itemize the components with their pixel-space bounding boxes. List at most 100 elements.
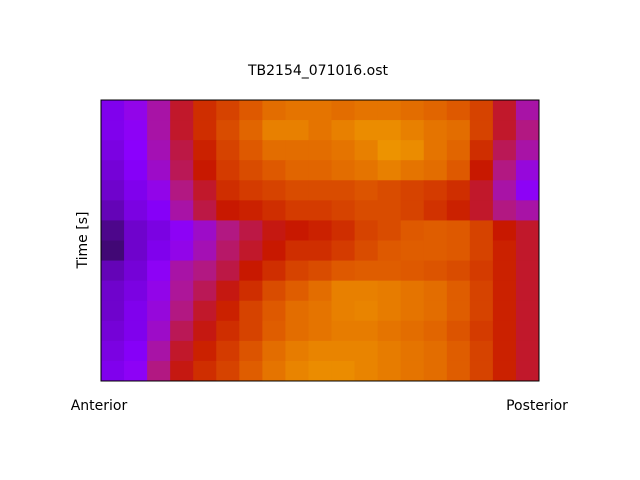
heatmap-cell [515, 180, 540, 201]
heatmap-cell [170, 260, 194, 282]
heatmap-cell [423, 260, 448, 282]
heatmap-cell [308, 300, 333, 322]
heatmap-cell [170, 180, 194, 201]
heatmap-cell [446, 100, 471, 121]
heatmap-cell [377, 260, 402, 282]
heatmap-cell [262, 180, 286, 201]
heatmap-cell [492, 280, 517, 302]
heatmap-cell [101, 220, 125, 241]
heatmap-cell [446, 240, 471, 262]
heatmap-cell [193, 200, 217, 221]
heatmap-cell [170, 320, 194, 342]
heatmap-cell [308, 360, 333, 382]
heatmap-cell [101, 280, 125, 302]
heatmap-cell [354, 260, 379, 282]
heatmap-cell [124, 340, 148, 362]
heatmap-cell [423, 160, 448, 181]
heatmap-cell [285, 320, 309, 342]
heatmap-cell [239, 220, 263, 241]
heatmap-cell [377, 160, 402, 181]
heatmap-cell [377, 200, 402, 221]
heatmap-cell [147, 320, 171, 342]
heatmap-cell [308, 100, 333, 121]
heatmap-cell [285, 180, 309, 201]
heatmap-cell [216, 160, 240, 181]
heatmap-cell [492, 140, 517, 161]
heatmap-cell [515, 220, 540, 241]
heatmap-cell [308, 120, 333, 141]
heatmap-cell [193, 260, 217, 282]
heatmap-cell [492, 360, 517, 382]
heatmap-cell [124, 240, 148, 262]
heatmap-cell [400, 120, 425, 141]
heatmap-cell [354, 360, 379, 382]
heatmap-cell [216, 360, 240, 382]
heatmap-cell [331, 140, 356, 161]
heatmap-cell [262, 120, 286, 141]
heatmap-cell [147, 160, 171, 181]
heatmap-cell [515, 360, 540, 382]
heatmap-cell [147, 180, 171, 201]
heatmap-cell [400, 260, 425, 282]
heatmap-cell [193, 160, 217, 181]
heatmap-cell [239, 320, 263, 342]
heatmap-cell [124, 360, 148, 382]
heatmap-cell [239, 180, 263, 201]
heatmap-cell [354, 120, 379, 141]
heatmap-cell [469, 100, 494, 121]
heatmap-cell [515, 140, 540, 161]
heatmap-cell [285, 300, 309, 322]
heatmap-cell [147, 220, 171, 241]
heatmap-cell [308, 320, 333, 342]
heatmap-cell [285, 280, 309, 302]
heatmap-cell [354, 340, 379, 362]
heatmap-cell [262, 300, 286, 322]
heatmap-cell [124, 180, 148, 201]
heatmap-cell [147, 340, 171, 362]
heatmap-cell [147, 260, 171, 282]
heatmap-cell [285, 100, 309, 121]
heatmap-cell [400, 100, 425, 121]
heatmap-cell [354, 320, 379, 342]
heatmap-cell [469, 340, 494, 362]
heatmap-cell [285, 220, 309, 241]
heatmap-cell [469, 120, 494, 141]
heatmap-cell [262, 220, 286, 241]
heatmap-cell [423, 120, 448, 141]
heatmap-cell [492, 160, 517, 181]
heatmap-cell [239, 240, 263, 262]
heatmap-cell [124, 100, 148, 121]
heatmap-cell [423, 140, 448, 161]
heatmap-cell [101, 360, 125, 382]
heatmap-cell [147, 280, 171, 302]
heatmap-cell [469, 260, 494, 282]
heatmap-cell [423, 100, 448, 121]
heatmap-cell [170, 340, 194, 362]
heatmap-cell [216, 220, 240, 241]
heatmap-cell [354, 280, 379, 302]
heatmap-cell [446, 160, 471, 181]
heatmap-cell [331, 200, 356, 221]
heatmap-cell [377, 220, 402, 241]
heatmap-cell [124, 160, 148, 181]
heatmap-cell [170, 280, 194, 302]
heatmap-cell [492, 120, 517, 141]
heatmap-cell [262, 280, 286, 302]
heatmap-cell [239, 300, 263, 322]
heatmap-cell [492, 240, 517, 262]
y-axis-label: Time [s] [75, 212, 91, 270]
heatmap-cell [124, 140, 148, 161]
heatmap-cell [515, 160, 540, 181]
heatmap-cell [170, 360, 194, 382]
heatmap-cell [354, 160, 379, 181]
heatmap-cell [469, 200, 494, 221]
heatmap-cell [331, 340, 356, 362]
heatmap-cell [492, 220, 517, 241]
heatmap-cell [308, 140, 333, 161]
heatmap-cell [147, 120, 171, 141]
heatmap-cell [492, 320, 517, 342]
heatmap-cell [446, 280, 471, 302]
heatmap-cell [216, 240, 240, 262]
heatmap-cell [262, 340, 286, 362]
heatmap-cell [101, 120, 125, 141]
